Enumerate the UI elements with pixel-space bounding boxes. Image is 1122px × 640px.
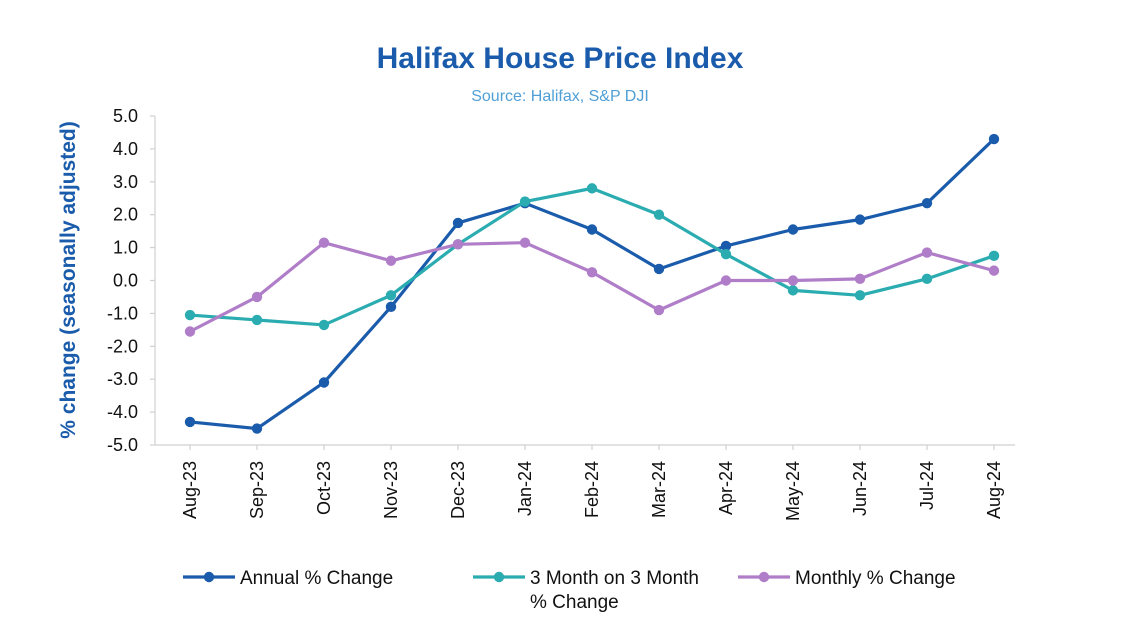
series-line xyxy=(190,188,994,325)
chart-subtitle: Source: Halifax, S&P DJI xyxy=(471,88,649,105)
series-3 xyxy=(185,237,999,336)
data-point xyxy=(587,267,597,277)
data-point xyxy=(654,305,664,315)
legend-item-2: 3 Month on 3 Month % Change xyxy=(473,568,699,613)
series-line xyxy=(190,243,994,332)
y-tick-label: -5.0 xyxy=(107,435,138,455)
data-point xyxy=(587,183,597,193)
y-tick-label: -3.0 xyxy=(107,369,138,389)
data-point xyxy=(721,275,731,285)
legend: Annual % Change 3 Month on 3 Month % Chang… xyxy=(183,568,956,613)
legend-item-3: Monthly % Change xyxy=(738,568,956,589)
x-tick-label: Feb-24 xyxy=(582,461,602,518)
y-axis: 5.0 4.0 3.0 2.0 1.0 0.0 -1.0 -2.0 -3.0 -4.0 -5.0 xyxy=(107,106,155,455)
x-tick-label: Oct-23 xyxy=(314,461,334,515)
legend-label: Monthly % Change xyxy=(795,568,956,589)
y-tick-label: 1.0 xyxy=(113,238,138,258)
legend-swatch-marker xyxy=(494,572,504,582)
data-point xyxy=(386,256,396,266)
x-tick-label: Jun-24 xyxy=(850,461,870,516)
data-point xyxy=(453,239,463,249)
y-tick-label: 4.0 xyxy=(113,139,138,159)
data-point xyxy=(185,417,195,427)
data-point xyxy=(587,224,597,234)
data-point xyxy=(185,326,195,336)
data-point xyxy=(721,249,731,259)
legend-item-1: Annual % Change xyxy=(183,568,393,589)
legend-label: % Change xyxy=(530,592,619,613)
data-point xyxy=(922,274,932,284)
y-tick-label: 5.0 xyxy=(113,106,138,126)
series-line xyxy=(190,139,994,429)
data-point xyxy=(252,423,262,433)
y-tick-label: 0.0 xyxy=(113,271,138,291)
legend-swatch-marker xyxy=(204,572,214,582)
data-point xyxy=(788,285,798,295)
x-tick-label: Aug-24 xyxy=(984,461,1004,519)
data-point xyxy=(319,320,329,330)
data-point xyxy=(654,264,664,274)
data-point xyxy=(855,274,865,284)
legend-label: 3 Month on 3 Month xyxy=(530,568,699,589)
data-point xyxy=(319,237,329,247)
series-1 xyxy=(185,134,999,434)
y-tick-label: 3.0 xyxy=(113,172,138,192)
data-point xyxy=(855,214,865,224)
x-axis: Aug-23 Sep-23 Oct-23 Nov-23 Dec-23 Jan-24 Feb-… xyxy=(155,445,1015,521)
y-tick-label: -1.0 xyxy=(107,303,138,323)
y-tick-label: -2.0 xyxy=(107,336,138,356)
x-tick-label: Jul-24 xyxy=(917,461,937,510)
x-tick-label: Nov-23 xyxy=(381,461,401,519)
y-tick-label: -4.0 xyxy=(107,402,138,422)
data-point xyxy=(185,310,195,320)
data-point xyxy=(319,377,329,387)
data-point xyxy=(386,290,396,300)
chart-title: Halifax House Price Index xyxy=(377,42,744,75)
x-tick-label: Jan-24 xyxy=(515,461,535,516)
data-point xyxy=(252,292,262,302)
data-point xyxy=(989,134,999,144)
data-point xyxy=(520,196,530,206)
data-point xyxy=(252,315,262,325)
data-point xyxy=(520,237,530,247)
x-tick-label: Sep-23 xyxy=(247,461,267,519)
data-point xyxy=(654,210,664,220)
x-tick-label: Apr-24 xyxy=(716,461,736,515)
y-axis-label: % change (seasonally adjusted) xyxy=(57,121,80,438)
x-tick-label: Mar-24 xyxy=(649,461,669,518)
data-point xyxy=(989,265,999,275)
legend-label: Annual % Change xyxy=(240,568,393,589)
data-point xyxy=(989,251,999,261)
x-tick-label: Dec-23 xyxy=(448,461,468,519)
legend-swatch-marker xyxy=(759,572,769,582)
x-tick-label: May-24 xyxy=(783,461,803,521)
data-point xyxy=(788,275,798,285)
data-point xyxy=(855,290,865,300)
data-point xyxy=(922,198,932,208)
data-point xyxy=(788,224,798,234)
series-layer xyxy=(185,134,999,434)
data-point xyxy=(453,218,463,228)
data-point xyxy=(922,247,932,257)
data-point xyxy=(386,302,396,312)
y-tick-label: 2.0 xyxy=(113,205,138,225)
x-tick-label: Aug-23 xyxy=(180,461,200,519)
